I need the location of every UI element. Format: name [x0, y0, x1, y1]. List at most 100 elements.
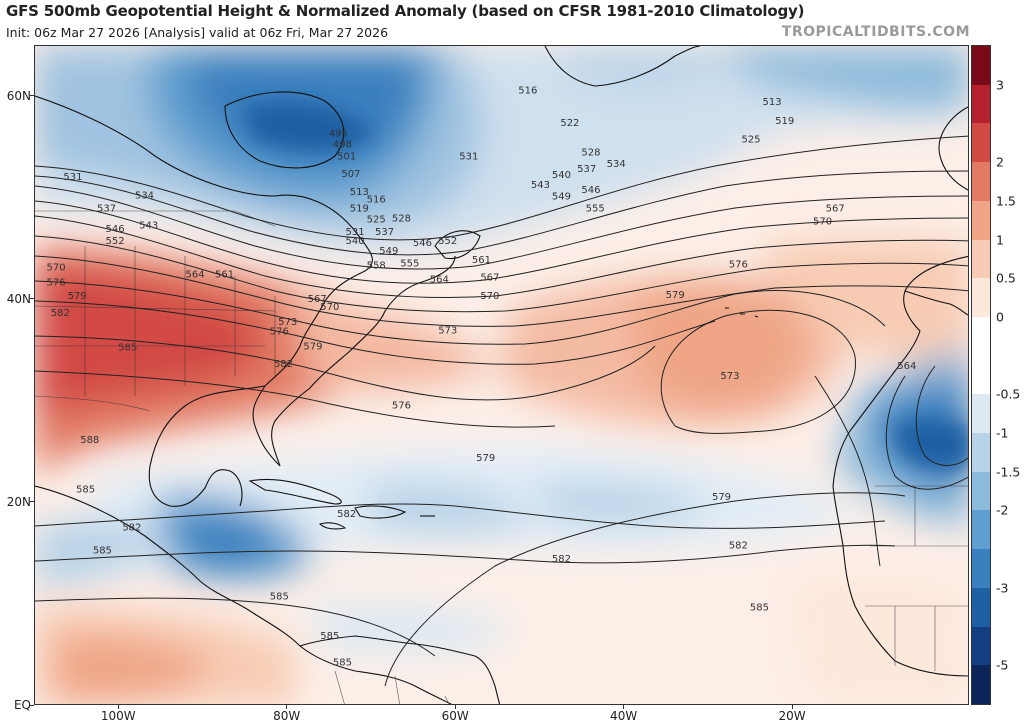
contour-label: 567 — [826, 203, 845, 214]
contour-label: 507 — [341, 169, 360, 180]
contour-label: 537 — [577, 164, 596, 175]
contour-label-text: 582 — [122, 522, 141, 533]
colorbar-segment — [972, 471, 990, 511]
colorbar-tick-label: -3 — [996, 580, 1009, 596]
contour-label-text: 546 — [581, 185, 600, 196]
contour-label-text: 555 — [400, 258, 419, 269]
contour-label-text: 516 — [518, 86, 537, 97]
contour-label-text: 540 — [552, 170, 571, 181]
colorbar-segment — [972, 355, 990, 395]
contour-label-text: 585 — [750, 603, 769, 614]
contour-label: 582 — [552, 554, 571, 565]
colorbar-segment — [972, 278, 990, 318]
contour-label-text: 543 — [139, 221, 158, 232]
contour-label-text: 537 — [97, 203, 116, 214]
latitude-label: 60N — [6, 88, 31, 103]
contour-label-text: 585 — [76, 485, 95, 496]
height-contour-line — [35, 280, 886, 345]
contour-label: 513 — [350, 187, 369, 198]
colorbar-tick-label: -5 — [996, 657, 1009, 673]
contour-label: 549 — [552, 191, 571, 202]
contour-label-text: 516 — [367, 194, 386, 205]
contour-label: 528 — [581, 148, 600, 159]
contour-label: 528 — [392, 214, 411, 225]
brand-watermark: TROPICALTIDBITS.COM — [781, 24, 970, 40]
contour-label-text: 543 — [531, 180, 550, 191]
contour-label-text: 579 — [666, 290, 685, 301]
contour-label-text: 564 — [430, 275, 449, 286]
contour-label: 546 — [413, 238, 432, 249]
contour-label-text: 564 — [185, 269, 204, 280]
contour-label: 582 — [122, 522, 141, 533]
contour-label: 570 — [320, 302, 339, 313]
contour-label: 561 — [215, 269, 234, 280]
colorbar-tick-label: 1.5 — [996, 193, 1016, 209]
contour-label: 543 — [139, 221, 158, 232]
height-contour-line — [35, 503, 886, 529]
contour-label: 570 — [813, 217, 832, 228]
anomaly-map[interactable]: 516 513 519 522 525 528 531 534 537 540 543 546 549 5… — [34, 45, 969, 705]
contour-label: 573 — [720, 371, 739, 382]
height-contour-line — [35, 370, 556, 428]
contour-label: 564 — [185, 269, 204, 280]
height-contour-line — [35, 185, 968, 270]
contour-label-text: 552 — [105, 236, 124, 247]
contour-label: 576 — [47, 278, 66, 289]
colorbar-tick-label: -1 — [996, 425, 1009, 441]
contour-label-text: 534 — [607, 159, 626, 170]
contour-label-text: 537 — [577, 164, 596, 175]
contour-label: 552 — [438, 236, 457, 247]
contour-label-text: 582 — [337, 509, 356, 520]
contour-label-text: 564 — [897, 361, 916, 372]
colorbar-segment — [972, 123, 990, 163]
contour-label-text: 507 — [341, 169, 360, 180]
contour-label: 567 — [308, 294, 327, 305]
colorbar-segment — [972, 239, 990, 279]
contour-label-text: 519 — [350, 203, 369, 214]
colorbar-tick-label: 0 — [996, 309, 1004, 325]
longitude-label: 100W — [100, 709, 136, 723]
height-contours — [35, 135, 968, 687]
contour-label: 561 — [472, 255, 491, 266]
latitude-tick — [30, 298, 34, 300]
contour-label: 495 — [329, 128, 348, 139]
contour-label-text: 582 — [274, 359, 293, 370]
contour-label-text: 582 — [51, 308, 70, 319]
height-contour-line — [35, 335, 656, 401]
contour-label: 573 — [278, 317, 297, 328]
contour-label: 543 — [531, 180, 550, 191]
contour-label-text: 585 — [270, 591, 289, 602]
contour-label: 540 — [346, 236, 365, 247]
contour-label-text: 582 — [729, 541, 748, 552]
height-contour-line — [660, 309, 856, 434]
contour-label: 582 — [51, 308, 70, 319]
contour-label: 564 — [430, 275, 449, 286]
contour-label: 579 — [476, 453, 495, 464]
contour-label-text: 552 — [438, 236, 457, 247]
contour-label: 516 — [518, 86, 537, 97]
colorbar-tick-label: 3 — [996, 77, 1004, 93]
contour-label: 534 — [135, 190, 154, 201]
latitude-tick — [30, 95, 34, 97]
longitude-label: 20W — [778, 709, 806, 723]
coastlines — [35, 46, 968, 704]
longitude-tick — [286, 705, 288, 709]
contour-label: 555 — [400, 258, 419, 269]
contour-label-text: 528 — [392, 214, 411, 225]
height-contour-line — [814, 375, 881, 567]
contour-label: 501 — [337, 152, 356, 163]
colorbar-segment — [972, 665, 990, 705]
contour-label-text: 579 — [476, 453, 495, 464]
colorbar-segment — [972, 626, 990, 666]
contour-label-text: 573 — [720, 371, 739, 382]
colorbar-segment — [972, 46, 990, 86]
height-contour-line — [915, 365, 968, 466]
colorbar-tick-label: 1 — [996, 232, 1004, 248]
contour-label-text: 573 — [278, 317, 297, 328]
contour-label: 588 — [80, 435, 99, 446]
contour-label: 576 — [270, 326, 289, 337]
contour-label-text: 588 — [80, 435, 99, 446]
height-contour-line — [885, 375, 968, 490]
contour-label: 579 — [303, 342, 322, 353]
